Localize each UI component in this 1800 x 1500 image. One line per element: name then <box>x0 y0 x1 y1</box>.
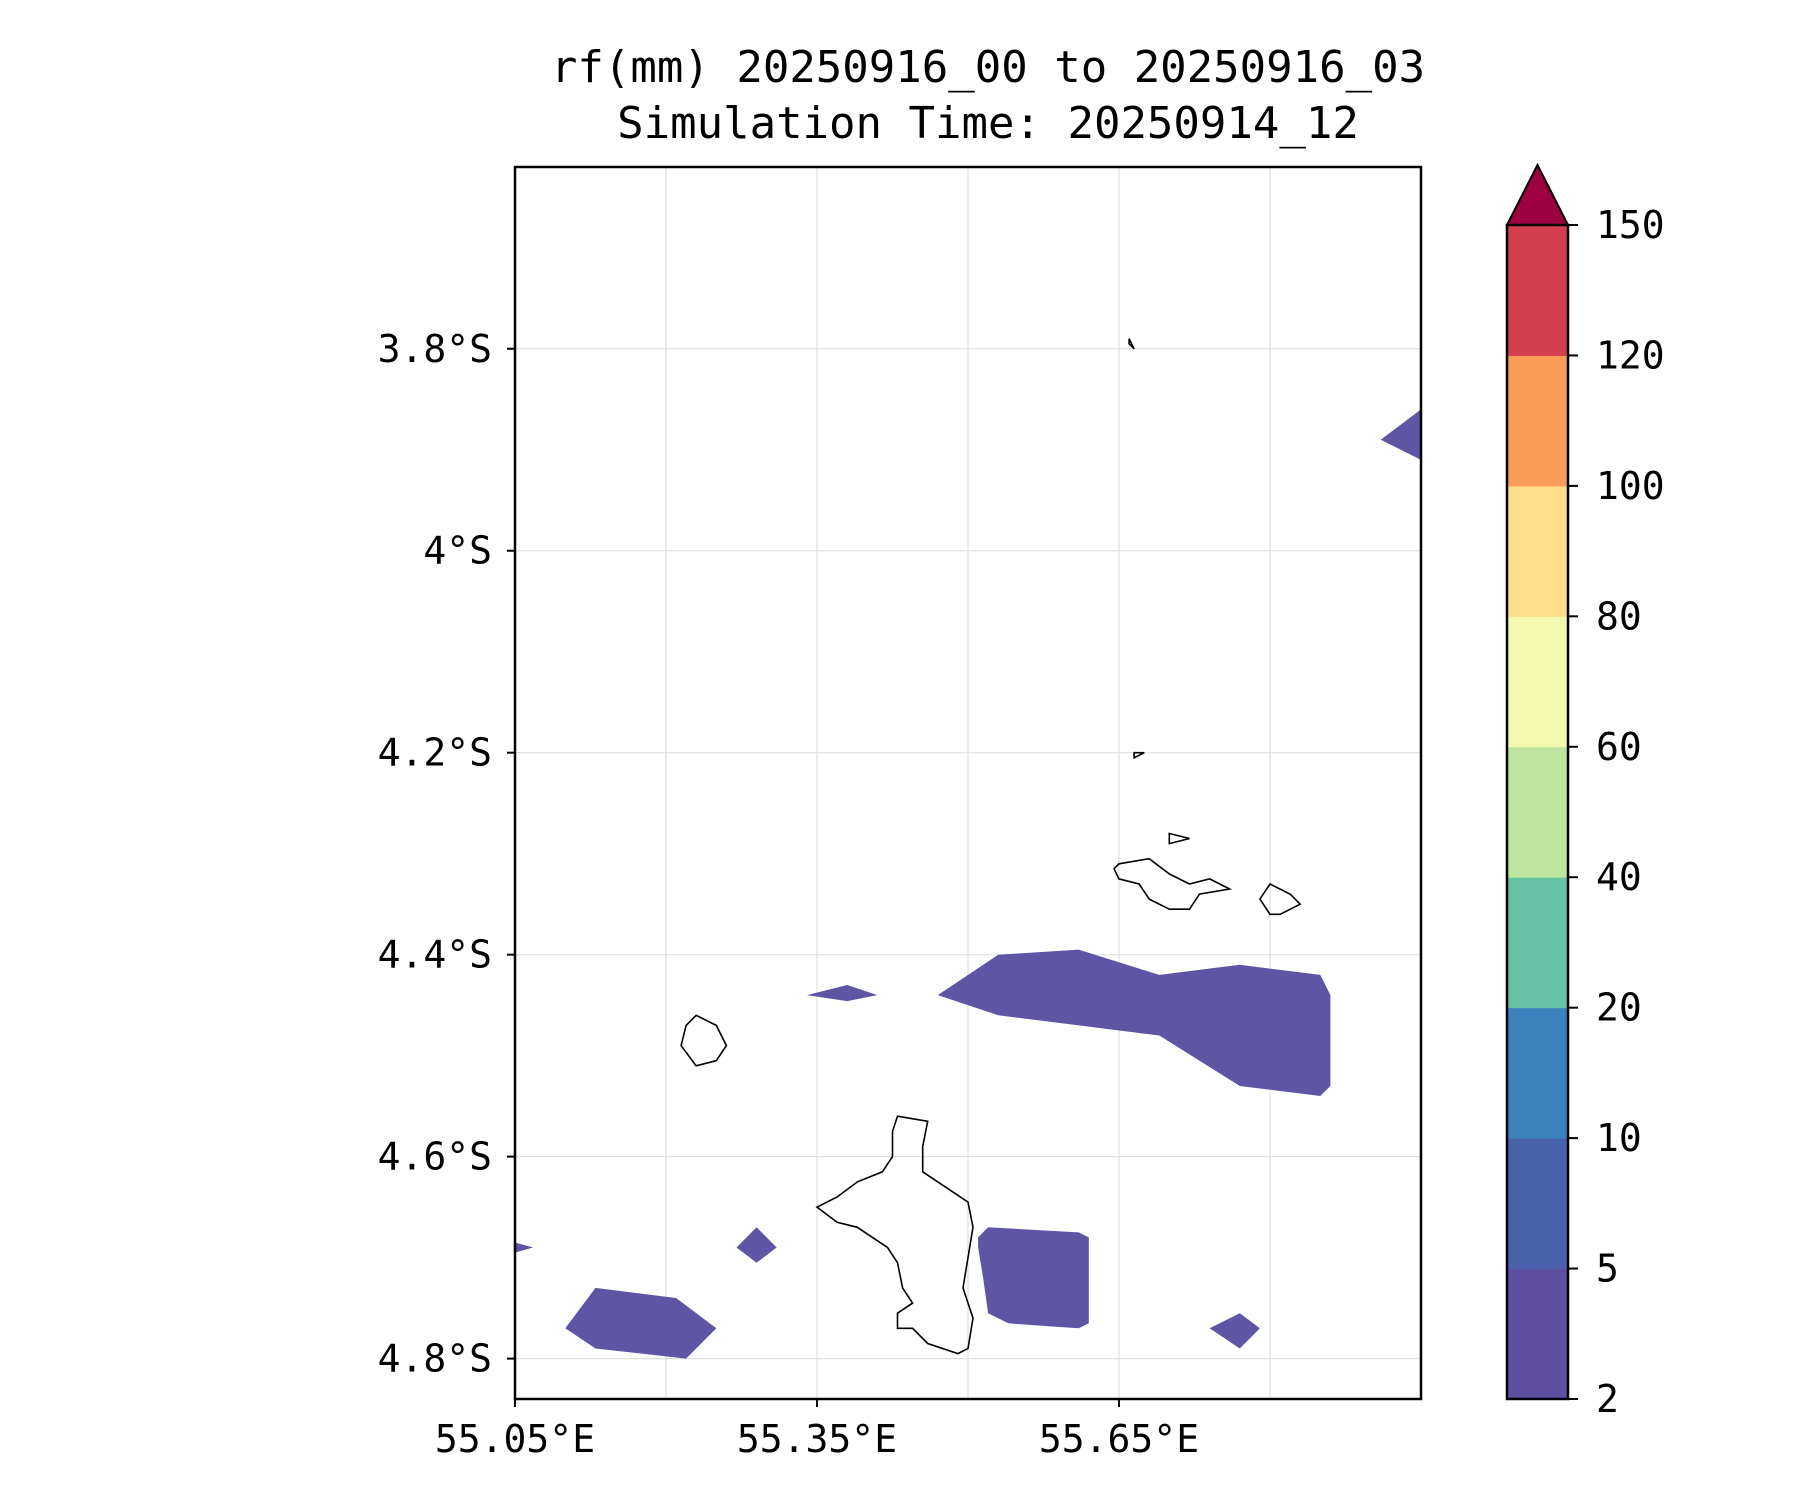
colorbar-bin <box>1507 746 1568 878</box>
colorbar-bin <box>1507 1138 1568 1270</box>
map-gridlines <box>515 167 1421 1399</box>
lat-tick-label: 3.8°S <box>378 327 492 371</box>
rain-region-south-central <box>978 1227 1089 1329</box>
map-title-line1: rf(mm) 20250916_00 to 20250916_03 <box>550 42 1426 93</box>
island-denis <box>1128 338 1135 350</box>
colorbar-tick-label: 80 <box>1596 594 1642 638</box>
lat-tick-label: 4.4°S <box>378 933 492 977</box>
island-mahe <box>815 1115 974 1355</box>
rain-region-southeast-diamond <box>1209 1313 1260 1349</box>
colorbar-tick-label: 40 <box>1596 855 1642 899</box>
map-frame <box>513 165 1423 1401</box>
colorbar-tick-label: 60 <box>1596 725 1642 769</box>
island-praslin <box>1113 857 1233 911</box>
colorbar-tick-label: 2 <box>1596 1377 1619 1421</box>
lon-tick-label: 55.05°E <box>435 1417 595 1461</box>
rain-region-central-band <box>937 949 1331 1096</box>
colorbar-bin <box>1507 616 1568 748</box>
rainfall-regions <box>515 409 1421 1359</box>
colorbar-bin <box>1507 1007 1568 1139</box>
colorbar-bin <box>1507 877 1568 1009</box>
lon-tick-label: 55.65°E <box>1039 1417 1199 1461</box>
colorbar: 2 5 10 20 40 60 80 100 120 150 <box>1505 162 1665 1421</box>
coastlines <box>680 338 1302 1355</box>
colorbar-bin <box>1507 355 1568 487</box>
colorbar-extend-arrow <box>1505 162 1570 226</box>
colorbar-tick-label: 120 <box>1596 333 1665 377</box>
rain-region-west-edge <box>515 1242 534 1253</box>
island-bird <box>1133 751 1145 760</box>
colorbar-bin <box>1507 485 1568 617</box>
map-axis-labels: 3.8°S 4°S 4.2°S 4.4°S 4.6°S 4.8°S 55.05°E 55.35… <box>378 327 1199 1461</box>
map-title-line2: Simulation Time: 20250914_12 <box>617 98 1359 149</box>
rain-region-northeast <box>1380 409 1421 460</box>
rain-region-small-north <box>806 985 878 1002</box>
lat-tick-label: 4.6°S <box>378 1135 492 1179</box>
lat-tick-label: 4.2°S <box>378 731 492 775</box>
lat-tick-label: 4.8°S <box>378 1337 492 1381</box>
rain-region-southwest <box>565 1287 717 1359</box>
colorbar-bin <box>1507 1268 1568 1400</box>
lon-tick-label: 55.35°E <box>737 1417 897 1461</box>
colorbar-tick-label: 150 <box>1596 203 1665 247</box>
island-silhouette <box>680 1014 728 1067</box>
lat-tick-label: 4°S <box>423 529 492 573</box>
island-la-digue <box>1258 882 1302 916</box>
colorbar-tick-label: 20 <box>1596 986 1642 1030</box>
colorbar-tick-label: 100 <box>1596 464 1665 508</box>
colorbar-tick-label: 10 <box>1596 1116 1642 1160</box>
colorbar-frame <box>1505 223 1570 1401</box>
colorbar-bin <box>1507 225 1568 356</box>
colorbar-tick-label: 5 <box>1596 1247 1619 1291</box>
island-curieuse <box>1168 832 1190 845</box>
rain-region-small-diamond <box>736 1227 777 1263</box>
